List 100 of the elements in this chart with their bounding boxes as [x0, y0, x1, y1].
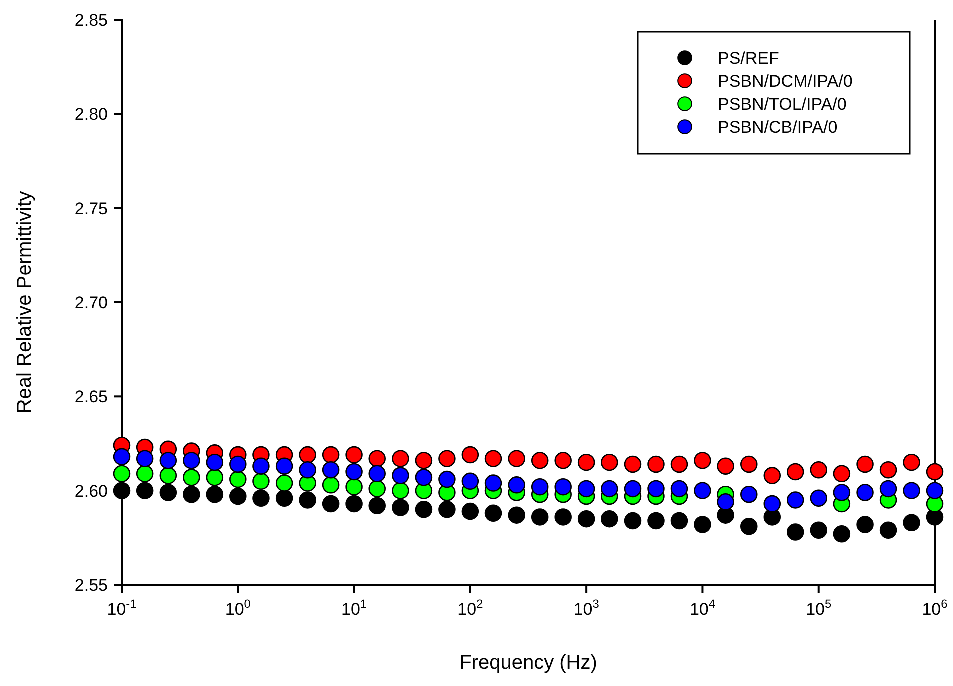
x-tick-label: 10$^{2}$ — [458, 597, 484, 619]
point — [554, 478, 572, 496]
point — [810, 490, 828, 507]
x-tick-label: 10$^{0}$ — [225, 597, 252, 619]
point — [368, 480, 386, 498]
y-tick-label: 2.60 — [74, 482, 108, 501]
point — [578, 454, 596, 472]
point — [183, 452, 200, 470]
point — [787, 463, 804, 481]
point — [880, 480, 898, 498]
point — [484, 504, 502, 522]
x-tick-label: 10$^{1}$ — [342, 597, 368, 619]
point — [206, 454, 224, 472]
point — [160, 484, 178, 502]
y-tick-label: 2.55 — [74, 576, 108, 595]
point — [601, 480, 618, 498]
point — [484, 450, 502, 468]
point — [531, 478, 549, 496]
point — [856, 484, 874, 502]
point — [252, 458, 270, 475]
point — [531, 452, 549, 470]
point — [670, 480, 688, 498]
point — [415, 469, 433, 486]
point — [624, 456, 642, 474]
point — [670, 456, 688, 474]
point — [740, 486, 758, 504]
point — [113, 448, 131, 466]
y-tick-label: 2.85 — [74, 11, 108, 30]
point — [276, 474, 294, 492]
point — [694, 452, 712, 470]
point — [299, 462, 316, 479]
point — [648, 456, 665, 474]
point — [392, 450, 410, 468]
point — [926, 463, 944, 481]
point — [438, 470, 456, 488]
point — [508, 506, 526, 524]
point — [903, 514, 920, 532]
point — [880, 462, 898, 479]
point — [230, 456, 247, 474]
point — [368, 465, 386, 482]
point — [136, 482, 154, 500]
point — [554, 452, 572, 470]
point — [322, 462, 340, 479]
point — [764, 495, 782, 513]
point — [252, 472, 270, 490]
y-tick-label: 2.80 — [74, 105, 108, 124]
point — [694, 482, 712, 500]
x-tick-label: 10$^{-1}$ — [107, 597, 138, 619]
point — [322, 446, 340, 464]
x-axis-title: Frequency (Hz) — [460, 652, 598, 674]
legend-label: PSBN/DCM/IPA/0 — [718, 72, 853, 91]
point — [508, 450, 526, 468]
point — [694, 516, 712, 534]
point — [368, 450, 386, 468]
point — [856, 456, 874, 474]
point — [484, 474, 502, 492]
point — [438, 501, 456, 518]
point — [670, 512, 688, 530]
point — [717, 494, 734, 511]
point — [160, 467, 178, 484]
x-tick-label: 10$^{3}$ — [574, 597, 600, 619]
y-tick-label: 2.65 — [74, 388, 108, 407]
point — [740, 518, 758, 536]
point — [299, 446, 316, 464]
point — [368, 497, 386, 515]
point — [346, 478, 363, 496]
point — [230, 470, 247, 488]
point — [810, 522, 828, 539]
point — [113, 465, 131, 482]
legend-label: PS/REF — [718, 49, 780, 68]
point — [740, 456, 758, 474]
x-tick-label: 10$^{4}$ — [690, 597, 716, 619]
point — [833, 484, 851, 502]
point — [531, 508, 549, 526]
point — [252, 490, 270, 507]
point — [183, 469, 200, 486]
point — [462, 472, 480, 490]
legend-label: PSBN/CB/IPA/0 — [718, 118, 838, 137]
point — [624, 512, 642, 530]
point — [136, 450, 154, 468]
point — [346, 463, 363, 481]
point — [322, 495, 340, 513]
point — [856, 516, 874, 534]
point — [276, 458, 294, 475]
y-axis-title: Real Relative Permittivity — [14, 191, 36, 414]
point — [787, 524, 804, 541]
point — [903, 482, 920, 500]
point — [601, 454, 618, 472]
point — [787, 492, 804, 509]
point — [415, 501, 433, 518]
point — [392, 467, 410, 484]
point — [183, 486, 200, 504]
point — [113, 482, 131, 500]
point — [601, 510, 618, 528]
point — [926, 482, 944, 500]
x-tick-label: 10$^{5}$ — [806, 597, 832, 619]
point — [230, 488, 247, 506]
point — [299, 492, 316, 509]
y-tick-label: 2.70 — [74, 294, 108, 312]
point — [508, 476, 526, 494]
